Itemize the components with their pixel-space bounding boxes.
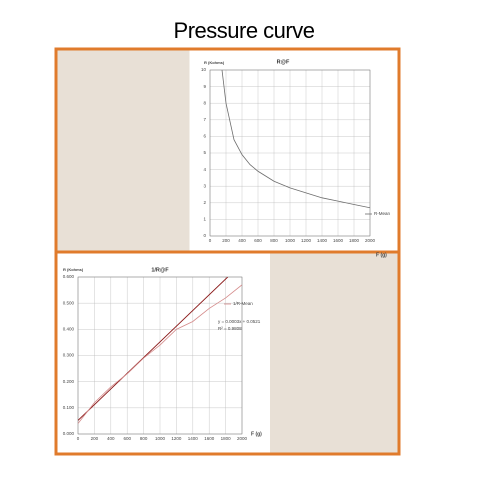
- y-tick-label: 8: [203, 100, 206, 105]
- y-axis-label: R (Kohms): [63, 267, 84, 272]
- x-tick-label: 400: [107, 436, 115, 441]
- x-tick-label: 1800: [221, 436, 232, 441]
- y-axis-label: R (Kohms): [204, 60, 225, 65]
- x-tick-label: 800: [270, 238, 278, 243]
- x-tick-label: 1800: [349, 238, 360, 243]
- x-tick-label: 200: [91, 436, 99, 441]
- x-tick-label: 2000: [365, 238, 376, 243]
- x-tick-label: 1200: [171, 436, 182, 441]
- y-tick-label: 7: [203, 117, 206, 122]
- x-tick-label: 1400: [188, 436, 199, 441]
- y-tick-label: 0.300: [63, 353, 75, 358]
- x-tick-label: 600: [123, 436, 131, 441]
- legend-label: 1/R-Mean: [233, 301, 253, 306]
- y-tick-label: 6: [203, 134, 206, 139]
- y-tick-label: 0.500: [63, 300, 75, 305]
- annotation: y = 0.0003x + 0.0521: [218, 319, 261, 324]
- x-tick-label: 2000: [237, 436, 248, 441]
- x-tick-label: 0: [209, 238, 212, 243]
- x-tick-label: 1000: [285, 238, 296, 243]
- panel-bg: [270, 253, 398, 453]
- y-tick-label: 0: [203, 233, 206, 238]
- x-tick-label: 1400: [317, 238, 328, 243]
- y-tick-label: 9: [203, 84, 206, 89]
- x-axis-label: F (g): [376, 252, 387, 258]
- x-tick-label: 0: [77, 436, 80, 441]
- plot-border: [77, 276, 243, 435]
- legend-label: R-Mean: [374, 211, 391, 216]
- x-tick-label: 600: [254, 238, 262, 243]
- x-tick-label: 800: [140, 436, 148, 441]
- chart-title: 1/R@F: [151, 267, 169, 273]
- y-tick-label: 10: [201, 67, 207, 72]
- x-tick-label: 1600: [333, 238, 344, 243]
- y-tick-label: 0.200: [63, 379, 75, 384]
- chart-title: R@F: [277, 59, 290, 65]
- y-tick-label: 0.000: [63, 431, 75, 436]
- x-tick-label: 200: [222, 238, 230, 243]
- y-tick-label: 5: [203, 150, 206, 155]
- line-series: [78, 284, 242, 424]
- slide-title: Pressure curve: [174, 18, 315, 43]
- y-tick-label: 0.600: [63, 274, 75, 279]
- y-tick-label: 1: [203, 217, 206, 222]
- y-tick-label: 0.400: [63, 327, 75, 332]
- annotation: R² = 0.9808: [218, 326, 242, 331]
- y-tick-label: 2: [203, 200, 206, 205]
- trendline: [78, 277, 229, 421]
- x-tick-label: 1600: [204, 436, 215, 441]
- panel-bg: [57, 50, 190, 251]
- x-axis-label: F (g): [251, 431, 262, 437]
- plot-border: [209, 69, 371, 237]
- y-tick-label: 3: [203, 183, 206, 188]
- x-tick-label: 400: [238, 238, 246, 243]
- y-tick-label: 0.100: [63, 405, 75, 410]
- x-tick-label: 1000: [155, 436, 166, 441]
- x-tick-label: 1200: [301, 238, 312, 243]
- line-series: [221, 70, 370, 209]
- y-tick-label: 4: [203, 167, 206, 172]
